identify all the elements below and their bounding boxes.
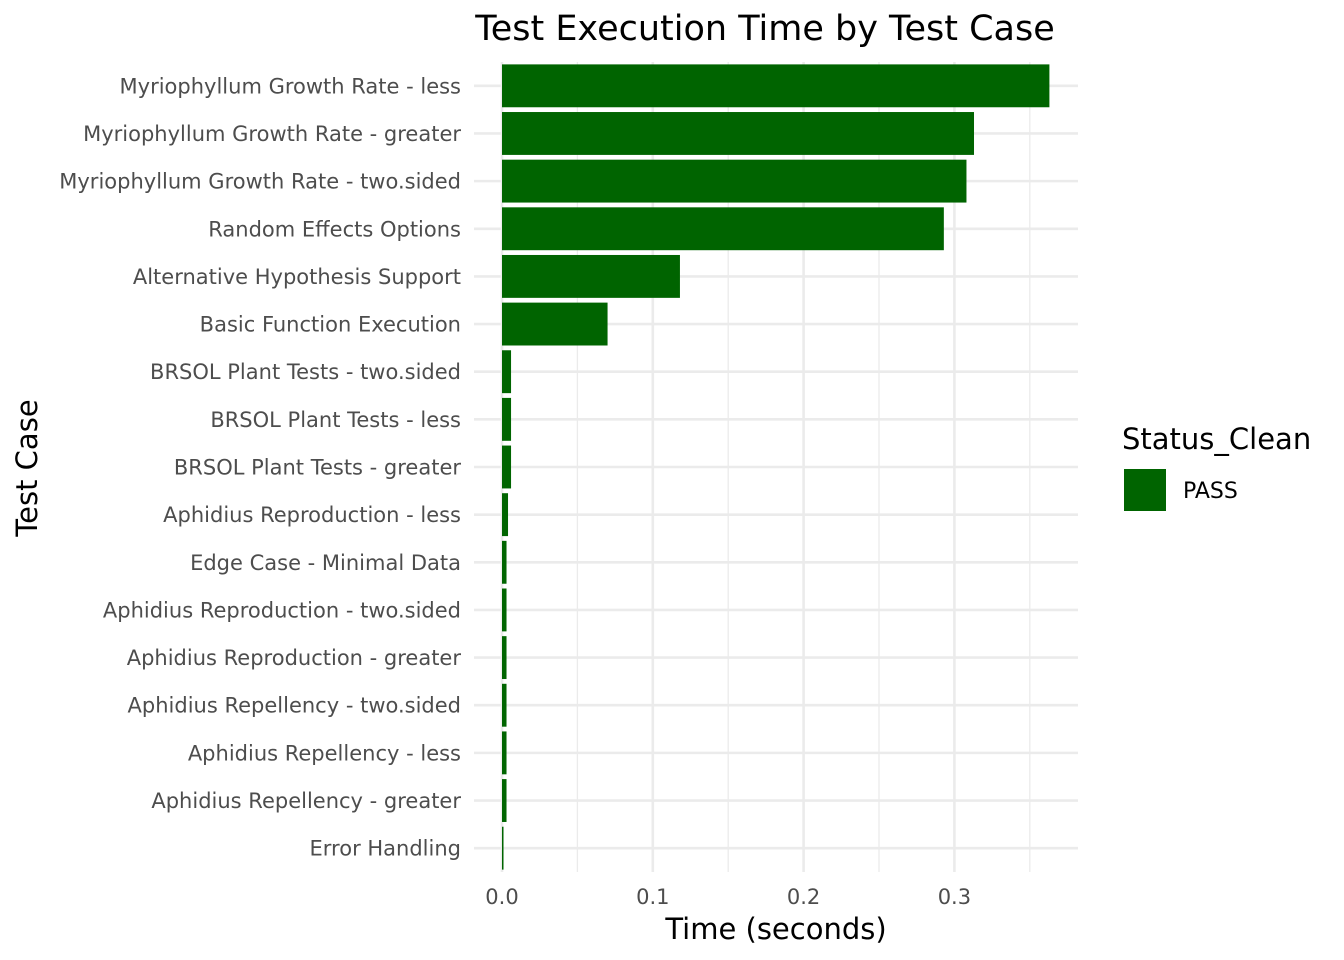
- legend-title: Status_Clean: [1122, 422, 1311, 456]
- x-tick-label: 0.1: [636, 885, 669, 909]
- x-tick-label: 0.2: [787, 885, 820, 909]
- bars: [502, 64, 1050, 870]
- bar: [502, 636, 507, 680]
- y-tick-label: BRSOL Plant Tests - greater: [174, 456, 461, 480]
- legend-key-pass: [1124, 469, 1166, 511]
- bar: [502, 493, 509, 537]
- y-tick-label: Alternative Hypothesis Support: [133, 265, 461, 289]
- y-tick-label: Myriophyllum Growth Rate - less: [120, 74, 461, 98]
- bar: [502, 302, 608, 346]
- bar: [502, 254, 680, 298]
- bar: [502, 683, 507, 727]
- y-tick-label: Aphidius Repellency - greater: [151, 789, 461, 813]
- y-tick-label: Myriophyllum Growth Rate - two.sided: [59, 170, 461, 194]
- bar: [502, 731, 507, 775]
- y-tick-label: Aphidius Repellency - two.sided: [128, 694, 461, 718]
- y-tick-label: Basic Function Execution: [200, 313, 461, 337]
- x-tick-labels: 0.0 0.1 0.2 0.3: [485, 885, 971, 909]
- bar: [502, 397, 512, 441]
- x-tick-label: 0.3: [938, 885, 971, 909]
- y-tick-label: Random Effects Options: [208, 217, 461, 241]
- legend: Status_Clean PASS: [1122, 422, 1311, 511]
- y-tick-labels: Myriophyllum Growth Rate - less Myriophyl…: [59, 74, 461, 860]
- y-tick-label: BRSOL Plant Tests - two.sided: [150, 360, 461, 384]
- bar: [502, 540, 507, 584]
- y-tick-label: Edge Case - Minimal Data: [190, 551, 461, 575]
- bar: [502, 826, 504, 870]
- y-tick-label: BRSOL Plant Tests - less: [210, 408, 461, 432]
- y-tick-label: Error Handling: [310, 837, 461, 861]
- bar: [502, 64, 1050, 108]
- chart-title: Test Execution Time by Test Case: [474, 9, 1054, 49]
- bar: [502, 779, 507, 822]
- y-tick-label: Aphidius Reproduction - greater: [127, 646, 462, 670]
- bar: [502, 350, 512, 394]
- x-axis-title: Time (seconds): [664, 912, 886, 946]
- legend-label-pass: PASS: [1183, 479, 1238, 504]
- bar: [502, 588, 507, 632]
- bar: [502, 112, 975, 155]
- y-axis-title: Test Case: [10, 399, 44, 537]
- y-tick-label: Aphidius Reproduction - less: [163, 503, 461, 527]
- bar: [502, 207, 944, 251]
- bar: [502, 445, 512, 489]
- y-tick-label: Aphidius Repellency - less: [188, 741, 461, 765]
- x-tick-label: 0.0: [485, 885, 518, 909]
- y-tick-label: Aphidius Reproduction - two.sided: [103, 598, 461, 622]
- y-tick-label: Myriophyllum Growth Rate - greater: [83, 122, 461, 146]
- bar: [502, 159, 967, 203]
